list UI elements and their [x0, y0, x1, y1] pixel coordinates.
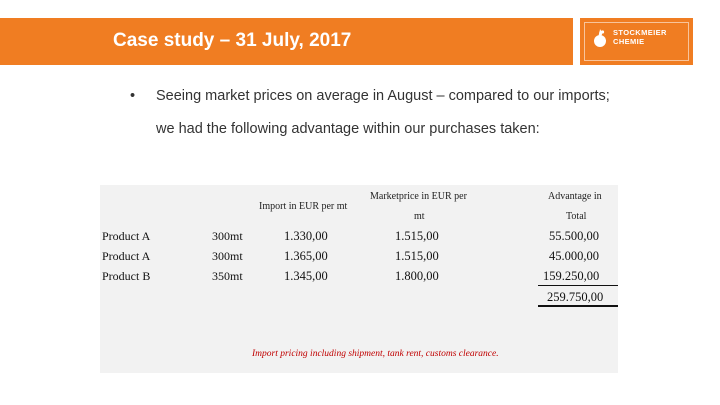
header-import: Import in EUR per mt	[259, 201, 348, 212]
row-2-import: 1.365,00	[284, 249, 328, 263]
page-title: Case study – 31 July, 2017	[113, 30, 352, 51]
logo-text: STOCKMEIER CHEMIE	[613, 28, 667, 46]
header-advantage-line1: Advantage in	[548, 191, 602, 202]
row-2-market: 1.515,00	[395, 249, 439, 263]
row-3-advantage: 159.250,00	[543, 269, 600, 283]
row-2-advantage: 45.000,00	[549, 249, 599, 263]
row-3-qty: 350mt	[212, 269, 243, 283]
row-3-market: 1.800,00	[395, 269, 439, 283]
header-market-line1: Marketprice in EUR per	[370, 191, 467, 202]
row-1-product: Product A	[102, 229, 151, 243]
header-bar	[0, 18, 573, 65]
subtotal-rule	[538, 285, 618, 286]
row-1-import: 1.330,00	[284, 229, 328, 243]
footnote: Import pricing including shipment, tank …	[252, 349, 499, 359]
row-3-import: 1.345,00	[284, 269, 328, 283]
total-value: 259.750,00	[547, 290, 604, 304]
logo-frame	[584, 22, 689, 61]
table-panel	[100, 185, 618, 373]
row-1-market: 1.515,00	[395, 229, 439, 243]
flame-drop-icon	[594, 29, 606, 47]
company-logo: STOCKMEIER CHEMIE	[580, 18, 693, 65]
row-2-product: Product A	[102, 249, 151, 263]
row-1-advantage: 55.500,00	[549, 229, 599, 243]
header-market-line2: mt	[414, 211, 425, 222]
logo-line-2: CHEMIE	[613, 37, 645, 46]
bullet-symbol: •	[130, 88, 136, 104]
total-double-rule	[538, 305, 618, 307]
row-2-qty: 300mt	[212, 249, 243, 263]
logo-line-1: STOCKMEIER	[613, 28, 667, 37]
header-advantage-line2: Total	[566, 211, 587, 222]
bullet-text: Seeing market prices on average in Augus…	[156, 88, 610, 137]
row-1-qty: 300mt	[212, 229, 243, 243]
row-3-product: Product B	[102, 269, 151, 283]
